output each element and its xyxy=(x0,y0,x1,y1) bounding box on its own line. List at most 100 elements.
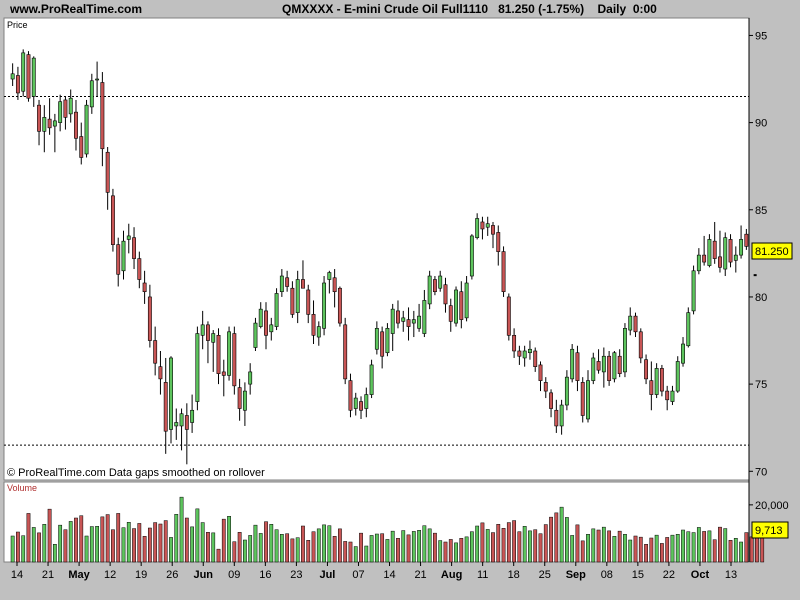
candle-body xyxy=(543,382,548,392)
volume-bar xyxy=(89,526,94,563)
candle-body xyxy=(707,239,712,266)
candle-body xyxy=(406,319,411,327)
volume-bar xyxy=(121,527,126,563)
volume-bar xyxy=(580,540,585,563)
candle-body xyxy=(142,282,147,293)
candle-body xyxy=(179,413,184,427)
candle-body xyxy=(237,387,242,409)
volume-bar xyxy=(638,536,643,563)
volume-bar xyxy=(322,524,326,563)
volume-bar xyxy=(248,535,253,563)
volume-bar xyxy=(169,537,173,563)
candle-body xyxy=(681,343,685,364)
candle-body xyxy=(623,328,627,373)
volume-bar xyxy=(95,526,99,563)
volume-bar xyxy=(243,539,247,563)
candle-body xyxy=(448,305,453,322)
volume-bar xyxy=(68,521,73,563)
candle-body xyxy=(359,401,363,411)
volume-bar xyxy=(596,529,601,563)
candle-body xyxy=(132,237,136,259)
candle-body xyxy=(332,277,337,293)
volume-bar xyxy=(660,543,664,563)
volume-bar xyxy=(480,522,485,563)
volume-bar xyxy=(111,529,115,563)
volume-bar xyxy=(501,528,506,563)
volume-bar xyxy=(512,520,516,563)
candle-body xyxy=(432,279,437,293)
volume-bar xyxy=(142,536,147,563)
candle-body xyxy=(327,272,332,280)
volume-bar xyxy=(438,540,443,563)
volume-bar xyxy=(195,508,200,563)
volume-bar xyxy=(301,525,305,563)
candle-body xyxy=(190,409,195,423)
volume-bar xyxy=(427,528,432,563)
candle-body xyxy=(591,357,596,381)
last-price-badge-text: 81.250 xyxy=(755,246,789,258)
volume-bar xyxy=(31,527,36,563)
volume-bar xyxy=(401,530,406,563)
candle-body xyxy=(475,218,480,238)
volume-bar xyxy=(42,524,47,563)
volume-bar xyxy=(733,538,738,563)
date-tick-label: 07 xyxy=(352,569,364,581)
candle-body xyxy=(696,254,701,272)
candle-body xyxy=(522,350,527,359)
candle-body xyxy=(411,319,416,324)
candle-body xyxy=(528,348,532,354)
volume-bar xyxy=(665,537,670,563)
date-tick-label: 21 xyxy=(42,569,54,581)
price-tick-label: 70 xyxy=(755,466,767,478)
last-price-change: 81.250 (-1.75%) xyxy=(498,2,585,16)
volume-bar xyxy=(396,538,400,563)
candle-body xyxy=(744,233,749,247)
volume-bar xyxy=(285,533,290,563)
volume-bar xyxy=(691,532,696,563)
volume-bar xyxy=(406,534,411,563)
candle-body xyxy=(322,282,327,329)
volume-bar xyxy=(506,522,511,563)
candle-body xyxy=(89,80,94,108)
candle-body xyxy=(21,52,26,92)
instrument-title: QMXXXX - E-mini Crude Oil Full1110 81.25… xyxy=(282,2,657,16)
candle-body xyxy=(163,382,168,432)
volume-bar xyxy=(686,531,691,563)
volume-bar xyxy=(327,525,332,563)
candle-body xyxy=(533,350,538,367)
candle-body xyxy=(343,324,348,380)
volume-bar xyxy=(570,535,575,563)
candle-body xyxy=(612,352,617,380)
candle-body xyxy=(121,240,126,272)
volume-bar xyxy=(464,536,469,563)
volume-bar xyxy=(63,529,68,563)
volume-bar xyxy=(279,534,284,563)
candle-body xyxy=(42,117,47,132)
volume-bar xyxy=(380,533,385,563)
candle-body xyxy=(31,57,36,97)
candle-body xyxy=(638,331,643,359)
volume-bar xyxy=(105,514,110,563)
candle-body xyxy=(601,355,606,373)
date-tick-label: 19 xyxy=(135,569,147,581)
candle-body xyxy=(206,324,210,341)
site-name[interactable]: www.ProRealTime.com xyxy=(10,2,143,16)
candle-body xyxy=(126,235,131,240)
volume-bar xyxy=(443,541,448,563)
candle-body xyxy=(628,315,633,331)
candle-body xyxy=(26,54,31,99)
candle-body xyxy=(485,223,490,228)
date-tick-label: 13 xyxy=(725,569,737,581)
last-volume-badge: 9,713 xyxy=(751,521,789,539)
volume-bar xyxy=(575,524,580,563)
candle-body xyxy=(454,289,458,324)
date-tick-label: Oct xyxy=(691,569,710,581)
price-panel[interactable] xyxy=(3,17,750,481)
candle-body xyxy=(659,368,664,392)
volume-bar xyxy=(100,516,105,563)
volume-bar xyxy=(216,548,221,563)
candle-body xyxy=(422,300,427,334)
volume-axis: 20,000 xyxy=(749,500,789,512)
volume-bar xyxy=(237,532,242,563)
volume-bar xyxy=(559,506,564,563)
